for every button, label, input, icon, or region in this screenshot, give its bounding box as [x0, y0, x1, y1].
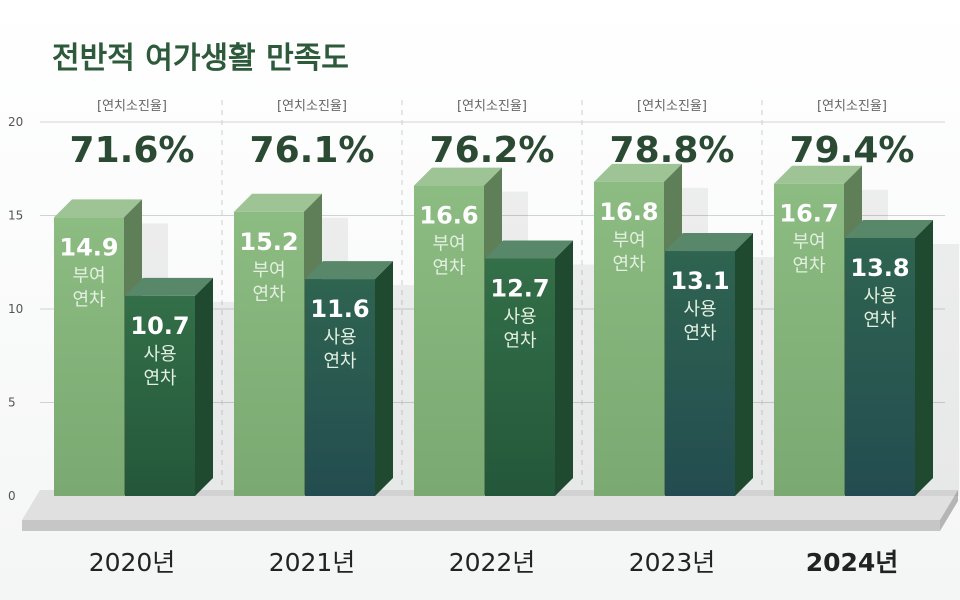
bar-used-top-2021년 — [305, 261, 393, 280]
bar-used-2024년 — [845, 237, 915, 496]
bar-given-2024년 — [774, 183, 844, 496]
y-axis: 0 5 10 15 20 — [8, 115, 23, 503]
bar-used-top-2024년 — [845, 219, 933, 238]
bar-used-value: 10.7 — [130, 312, 189, 340]
y-tick-label: 20 — [8, 115, 23, 129]
bar-used-2022년 — [485, 258, 555, 496]
bar-used-2023년 — [665, 251, 735, 496]
bar-given-2022년 — [414, 185, 484, 496]
bar-used-top-2022년 — [485, 240, 573, 259]
bars — [54, 163, 933, 496]
exhaustion-label: [연치소진율] — [637, 99, 707, 114]
y-tick-label: 0 — [8, 489, 16, 503]
bar-used-kind-label: 사용 — [503, 307, 536, 328]
bar-used-kind-label: 연차 — [143, 368, 177, 389]
bar-used-side-2020년 — [195, 277, 213, 496]
chart-title: 전반적 여가생활 만족도 — [52, 41, 349, 76]
y-tick-label: 15 — [8, 209, 23, 223]
bar-used-top-2023년 — [665, 233, 753, 252]
bar-given-kind-label: 연차 — [252, 284, 286, 305]
bar-given-kind-label: 부여 — [612, 230, 645, 251]
exhaustion-value: 71.6% — [70, 130, 195, 171]
floor-platform — [22, 490, 958, 520]
bar-used-2021년 — [305, 279, 375, 496]
bar-given-kind-label: 부여 — [72, 265, 105, 286]
bar-given-kind-label: 부여 — [792, 232, 825, 253]
bar-used-value: 11.6 — [310, 295, 369, 323]
bar-used-kind-label: 연차 — [683, 323, 717, 344]
bar-given-top-2022년 — [414, 167, 502, 186]
bar-used-side-2023년 — [735, 233, 753, 496]
floor-edge — [22, 520, 940, 531]
bar-used-kind-label: 사용 — [323, 327, 356, 348]
bar-given-top-2023년 — [594, 163, 682, 182]
bar-used-side-2021년 — [375, 261, 393, 496]
labels: [연치소진율]71.6%14.9부여연차10.7사용연차2020년[연치소진율]… — [59, 99, 914, 577]
bar-given-top-2024년 — [774, 165, 862, 184]
category-label: 2021년 — [269, 548, 356, 577]
exhaustion-label: [연치소진율] — [97, 99, 167, 114]
exhaustion-value: 76.2% — [430, 130, 555, 171]
bar-given-kind-label: 연차 — [432, 258, 466, 279]
category-label: 2022년 — [449, 548, 536, 577]
bar-given-2021년 — [234, 211, 304, 496]
bar-given-top-2021년 — [234, 193, 322, 212]
exhaustion-value: 79.4% — [790, 130, 915, 171]
floor-edge-side — [940, 490, 958, 531]
exhaustion-label: [연치소진율] — [817, 99, 887, 114]
category-label: 2023년 — [629, 548, 716, 577]
bar-used-kind-label: 사용 — [143, 344, 176, 365]
bar-given-kind-label: 연차 — [72, 289, 106, 310]
category-label: 2024년 — [806, 548, 899, 577]
bar-given-kind-label: 연차 — [612, 254, 646, 275]
exhaustion-label: [연치소진율] — [457, 99, 527, 114]
bar-used-kind-label: 연차 — [323, 351, 357, 372]
bar-given-value: 14.9 — [59, 233, 118, 261]
bar-used-kind-label: 연차 — [863, 310, 897, 331]
bar-used-top-2020년 — [125, 277, 213, 296]
bar-given-value: 16.7 — [779, 200, 838, 228]
bar-given-kind-label: 연차 — [792, 256, 826, 277]
bar-used-side-2024년 — [915, 219, 933, 496]
bar-used-kind-label: 사용 — [683, 299, 716, 320]
bar-used-kind-label: 사용 — [863, 286, 896, 307]
bar-used-side-2022년 — [555, 240, 573, 496]
category-label: 2020년 — [89, 548, 176, 577]
bar-used-kind-label: 연차 — [503, 331, 537, 352]
bar-given-value: 15.2 — [239, 228, 298, 256]
exhaustion-label: [연치소진율] — [277, 99, 347, 114]
bar-used-value: 13.8 — [850, 254, 909, 282]
y-tick-label: 10 — [8, 302, 23, 316]
exhaustion-value: 78.8% — [610, 130, 735, 171]
bar-given-top-2020년 — [54, 199, 142, 218]
bar-given-kind-label: 부여 — [252, 260, 285, 281]
y-tick-label: 5 — [8, 396, 16, 410]
bar-used-2020년 — [125, 295, 195, 496]
bar-used-value: 12.7 — [490, 275, 549, 303]
bar-given-2020년 — [54, 217, 124, 496]
bar-given-kind-label: 부여 — [432, 234, 465, 255]
bar-given-2023년 — [594, 181, 664, 496]
bar-given-value: 16.8 — [599, 198, 658, 226]
bar-used-value: 13.1 — [670, 267, 729, 295]
exhaustion-value: 76.1% — [250, 130, 375, 171]
bar-given-value: 16.6 — [419, 202, 478, 230]
